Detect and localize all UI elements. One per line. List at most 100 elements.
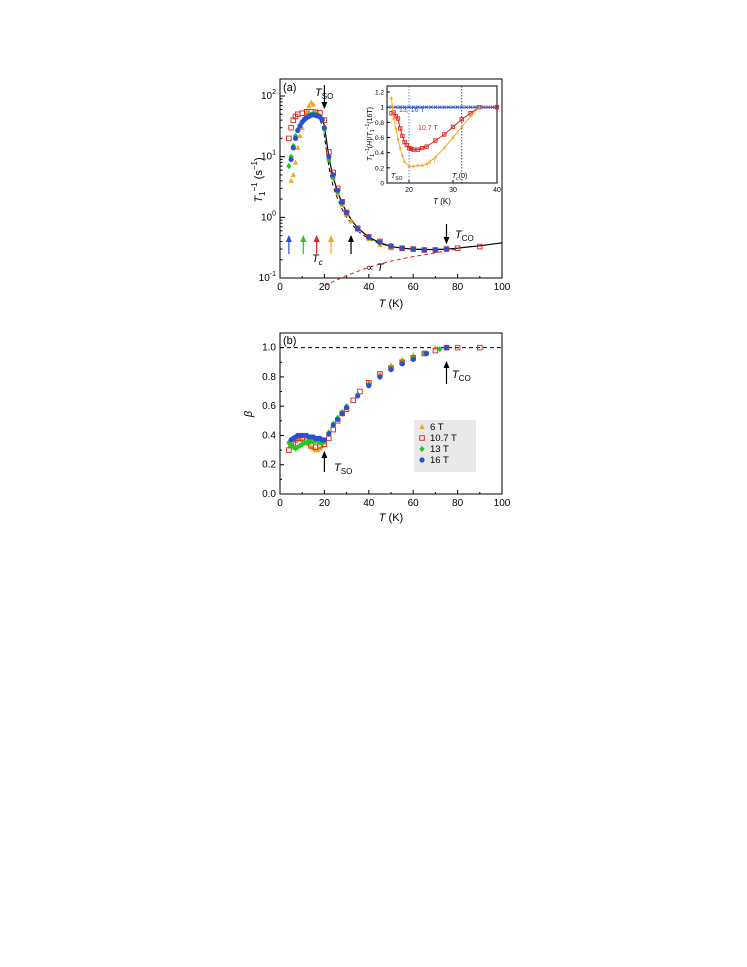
inset-point — [398, 146, 402, 150]
data-point — [388, 366, 394, 373]
inset-point — [420, 163, 424, 167]
inset-point — [437, 105, 442, 110]
legend-label: 10.7 T — [430, 433, 457, 444]
data-point — [339, 410, 345, 417]
legend: 6 T10.7 T13 T16 T — [414, 420, 476, 472]
data-point — [288, 442, 294, 449]
inset-point — [396, 136, 400, 141]
legend-item: 16 T — [419, 455, 449, 466]
data-point — [319, 116, 325, 123]
inset-point — [433, 105, 438, 110]
legend-marker — [419, 457, 425, 463]
inset-point — [416, 163, 420, 167]
legend-marker — [419, 435, 425, 441]
data-point — [335, 416, 341, 422]
series-16-T — [288, 345, 450, 443]
data-point — [388, 243, 394, 249]
panel-a-x-axis-label: T (K) — [379, 298, 403, 310]
inset-point — [473, 105, 477, 110]
x-tick-label: 40 — [363, 282, 375, 293]
legend-label: 16 T — [430, 455, 449, 466]
data-point — [437, 346, 443, 353]
tc-label: Tc — [312, 253, 323, 267]
inset-tso-label: TSO — [391, 173, 403, 182]
data-point — [432, 347, 439, 354]
fit-curve — [311, 114, 503, 251]
data-point — [410, 246, 416, 252]
propto-t-label: ∝ T — [366, 262, 385, 274]
data-point — [432, 247, 438, 253]
inset-point — [420, 145, 425, 151]
data-point — [295, 127, 301, 134]
x-tick-label: 100 — [494, 282, 511, 293]
inset-y-tick-label: 0.8 — [375, 120, 384, 127]
inset-line — [391, 106, 497, 151]
data-point — [443, 345, 450, 351]
x-tick-label: 0 — [277, 498, 283, 509]
x-tick-label: 60 — [408, 282, 420, 293]
data-point — [286, 135, 292, 142]
data-point — [292, 135, 299, 142]
tc-arrow — [285, 235, 292, 254]
panel-a: (a) 0 20 40 60 80 100 10-1 100 101 102 T1−1 (s−1… — [250, 78, 511, 310]
data-point — [423, 350, 430, 357]
data-point — [321, 125, 327, 131]
data-point — [355, 393, 361, 399]
data-point — [286, 447, 292, 453]
inset-label-10-7: 10.7 T — [418, 125, 438, 132]
x-tick-label: 80 — [452, 282, 464, 293]
inset-point — [455, 105, 460, 110]
data-point — [421, 247, 427, 253]
data-point — [326, 154, 332, 160]
inset-point — [389, 95, 393, 100]
inset-point — [459, 105, 464, 110]
data-point — [288, 124, 294, 131]
x-tick-label: 20 — [319, 282, 331, 293]
data-point — [410, 356, 416, 362]
inset-y-tick-label: 0.4 — [375, 150, 384, 157]
panel-a-y-axis-label: T1−1 (s−1) — [250, 157, 267, 202]
tc-arrow — [300, 235, 307, 254]
inset-x-axis-label: T (K) — [433, 197, 451, 206]
inset-point — [425, 161, 429, 166]
inset-y-tick-label: 0 — [380, 181, 384, 188]
tso-arrow-b — [321, 451, 328, 472]
data-point — [477, 344, 483, 351]
inset-point — [415, 105, 420, 110]
inset-point — [398, 126, 403, 131]
inset-point — [451, 135, 455, 139]
inset-point — [468, 105, 473, 110]
inset-point — [407, 164, 411, 168]
inset-point — [459, 117, 464, 122]
data-point — [321, 437, 327, 443]
panel-b: (b) 0 20 40 60 80 100 0.0 0.2 0.4 0.6 0.8 1.0 β T … — [243, 332, 511, 524]
legend-marker — [419, 423, 425, 430]
inset-point — [400, 153, 404, 157]
data-point — [377, 239, 383, 245]
inset-y-tick-label: 0.2 — [375, 165, 384, 172]
legend-label: 13 T — [430, 444, 449, 455]
inset-x-tick-label: 30 — [449, 187, 457, 194]
inset-point — [469, 114, 473, 118]
data-point — [477, 243, 483, 250]
inset-point — [451, 105, 455, 110]
inset-point — [433, 138, 438, 143]
data-point — [290, 171, 296, 178]
inset-point — [411, 147, 416, 152]
y-tick-label: 102 — [261, 89, 276, 102]
data-point — [326, 431, 332, 437]
panel-b-lines — [280, 347, 502, 472]
inset-y-tick-label: 1 — [380, 105, 384, 112]
data-point — [286, 162, 292, 170]
tso-label-a: TSO — [315, 87, 333, 101]
x-tick-label: 40 — [363, 498, 375, 509]
x-tick-label: 60 — [408, 498, 420, 509]
inset-point — [442, 105, 447, 110]
inset-point — [429, 105, 433, 110]
inset-x-tick-label: 40 — [493, 187, 501, 194]
inset-point — [406, 145, 412, 151]
tco-label-a: TCO — [455, 229, 474, 243]
inset-series-6-T — [389, 95, 481, 168]
data-point — [443, 246, 450, 252]
